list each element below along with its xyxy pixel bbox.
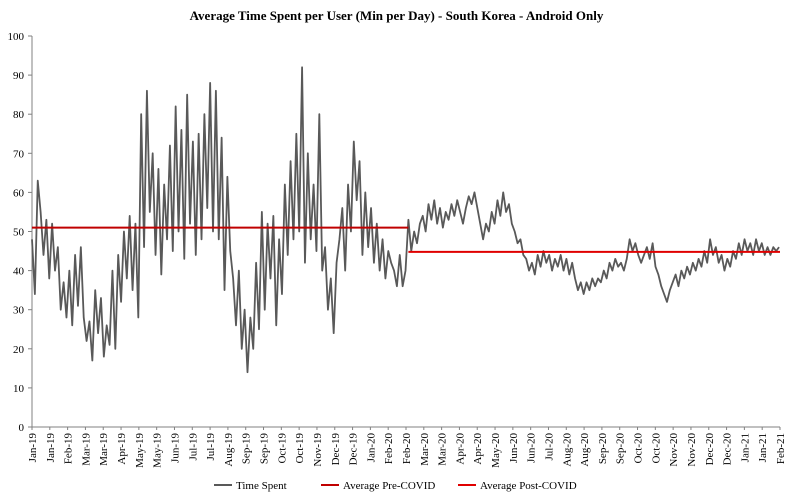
- y-tick-label: 90: [13, 70, 25, 82]
- y-tick-label: 30: [13, 305, 25, 317]
- legend-label-time-spent: Time Spent: [236, 480, 287, 492]
- x-tick-label: Jan-19: [27, 433, 39, 463]
- x-tick-label: Feb-21: [775, 433, 787, 464]
- series-layer: [31, 66, 780, 374]
- x-tick-label: Nov-19: [312, 433, 324, 467]
- x-tick-label: Nov-20: [668, 433, 680, 467]
- y-axis: 0 10 20 30 40 50 60 70 80 90 100: [8, 31, 33, 434]
- x-tick-label: Jun-20: [526, 433, 538, 463]
- x-tick-label: Jun-20: [508, 433, 520, 463]
- x-tick-label: Jul-19: [205, 433, 217, 461]
- y-tick-label: 20: [13, 344, 25, 356]
- x-tick-label: Mar-20: [437, 433, 449, 466]
- x-tick-label: Dec-20: [722, 433, 734, 466]
- x-tick-label: Apr-19: [116, 433, 128, 465]
- x-tick-label: Aug-20: [579, 433, 591, 467]
- chart-title: Average Time Spent per User (Min per Day…: [189, 8, 604, 23]
- x-tick-label: Jul-20: [543, 433, 555, 461]
- x-tick-label: Apr-20: [472, 433, 484, 465]
- x-tick-label: Apr-20: [454, 433, 466, 465]
- y-tick-label: 60: [13, 187, 25, 199]
- x-tick-label: Mar-19: [98, 433, 110, 466]
- x-tick-label: Jan-19: [45, 433, 57, 463]
- x-tick-label: Dec-20: [704, 433, 716, 466]
- x-tick-label: Feb-19: [63, 433, 75, 465]
- x-tick-label: May-19: [152, 433, 164, 468]
- x-tick-label: Oct-20: [633, 433, 645, 464]
- y-tick-label: 100: [8, 31, 25, 43]
- x-tick-label: Aug-20: [561, 433, 573, 467]
- y-tick-label: 0: [19, 422, 25, 434]
- x-tick-label: Mar-20: [419, 433, 431, 466]
- x-tick-label: Sep-20: [597, 433, 609, 465]
- legend: Time Spent Average Pre-COVID Average Post-…: [214, 480, 577, 492]
- legend-label-average-post-covid: Average Post-COVID: [480, 480, 577, 492]
- x-tick-label: Dec-19: [348, 433, 360, 466]
- x-tick-label: Jan-21: [757, 433, 769, 462]
- x-tick-label: Oct-19: [276, 433, 288, 464]
- x-tick-label: May-20: [490, 433, 502, 468]
- x-tick-label: Jan-21: [739, 433, 751, 462]
- legend-label-average-pre-covid: Average Pre-COVID: [343, 480, 435, 492]
- y-tick-label: 80: [13, 109, 25, 121]
- x-tick-label: Sep-20: [615, 433, 627, 465]
- x-tick-label: Feb-20: [383, 433, 395, 465]
- y-tick-label: 70: [13, 148, 25, 160]
- x-tick-label: May-19: [134, 433, 146, 468]
- x-tick-label: Sep-19: [241, 433, 253, 465]
- series-line-time-spent: [31, 66, 780, 374]
- x-tick-label: Sep-19: [259, 433, 271, 465]
- y-tick-label: 10: [13, 383, 25, 395]
- y-tick-label: 40: [13, 266, 25, 278]
- x-tick-label: Aug-19: [223, 433, 235, 467]
- x-tick-label: Jul-19: [187, 433, 199, 461]
- x-tick-label: Oct-19: [294, 433, 306, 464]
- x-tick-label: Oct-20: [650, 433, 662, 464]
- x-tick-label: Jun-19: [169, 433, 181, 463]
- x-tick-label: Feb-20: [401, 433, 413, 465]
- x-tick-label: Jan-20: [365, 433, 377, 463]
- x-tick-label: Dec-19: [330, 433, 342, 466]
- y-tick-label: 50: [13, 227, 25, 239]
- x-axis: Jan-19 Jan-19 Feb-19 Mar-19 Mar-19 Apr-19 May-…: [27, 426, 787, 468]
- x-tick-label: Mar-19: [80, 433, 92, 466]
- x-tick-label: Nov-20: [686, 433, 698, 467]
